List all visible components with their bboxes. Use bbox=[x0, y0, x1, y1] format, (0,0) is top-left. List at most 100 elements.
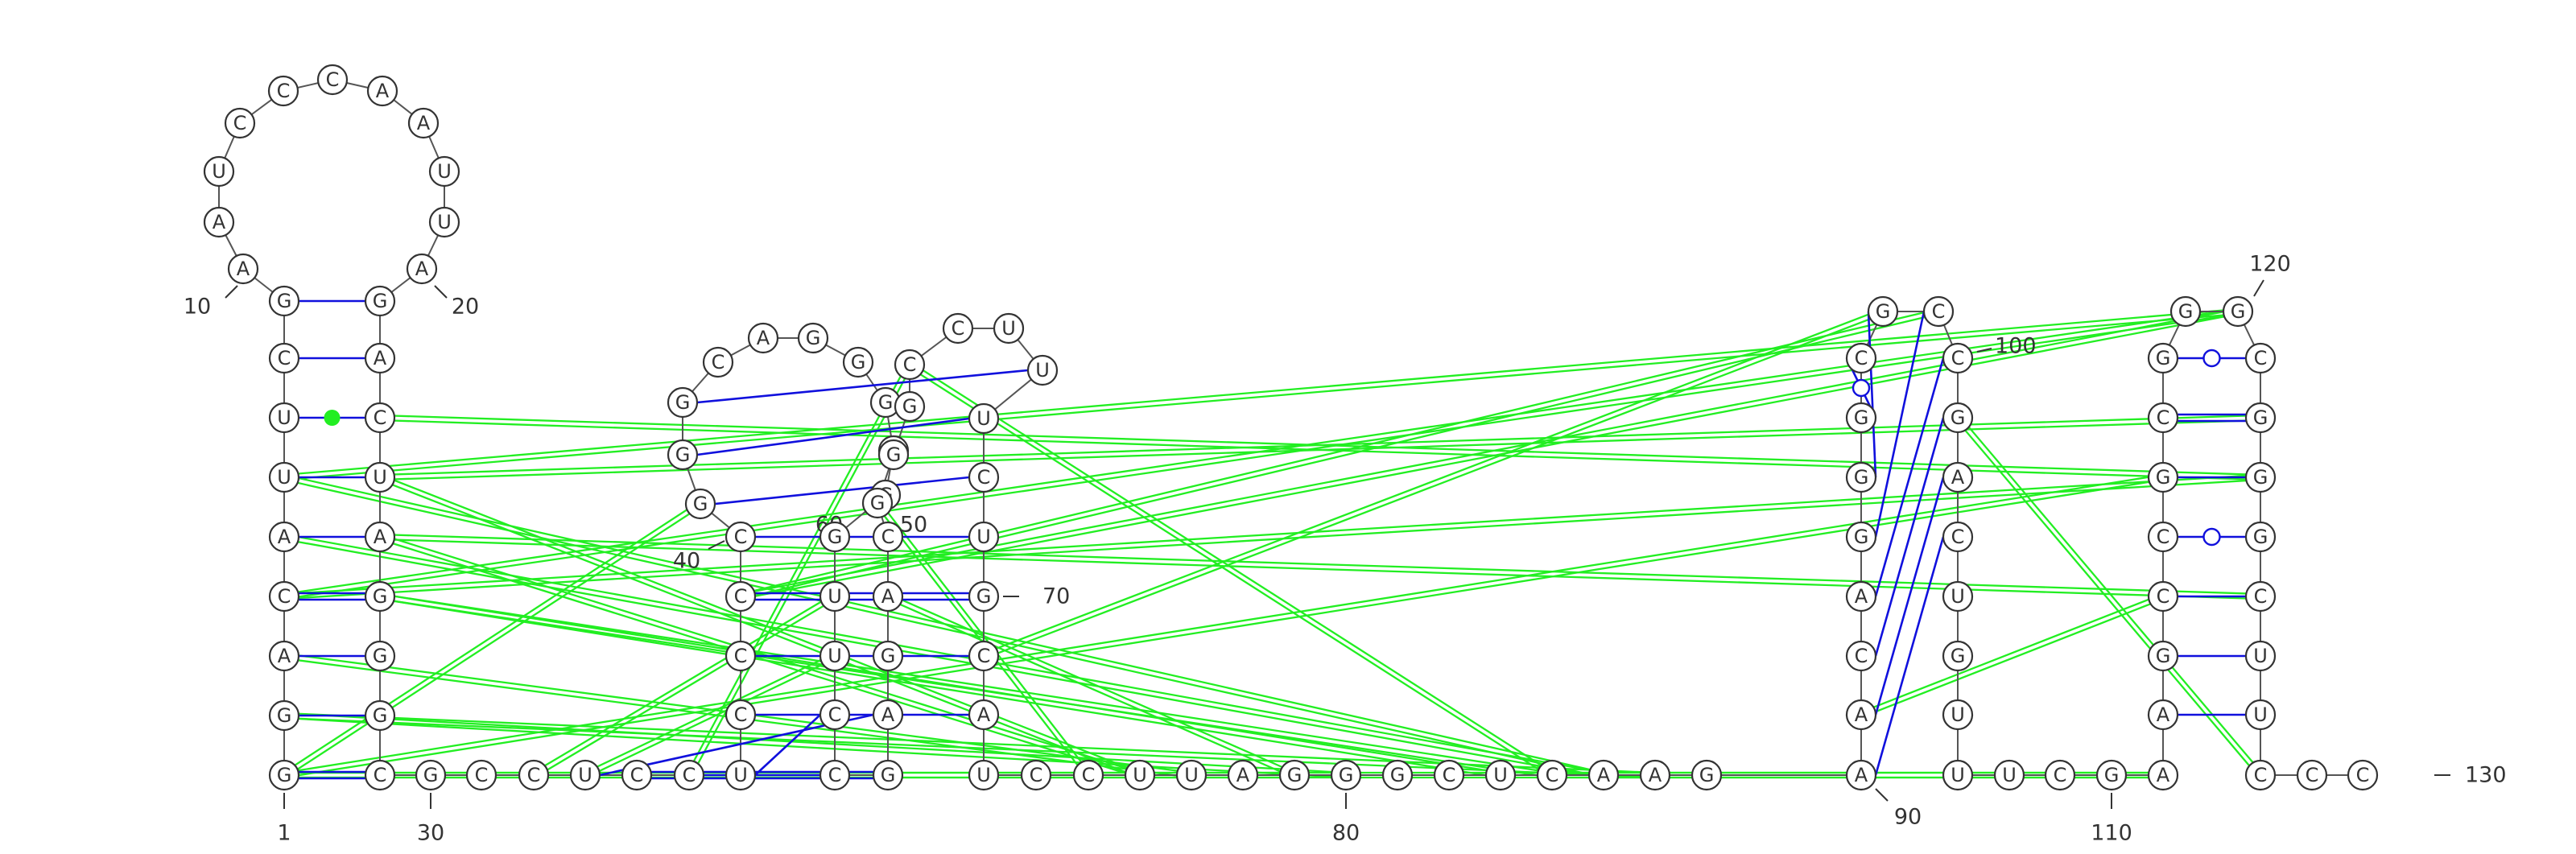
svg-text:U: U bbox=[2253, 703, 2268, 726]
nucleotide: C bbox=[2244, 342, 2277, 374]
position-tick bbox=[708, 540, 725, 550]
nucleotide: U bbox=[1124, 759, 1156, 791]
position-label: 30 bbox=[417, 821, 444, 846]
base-pair bbox=[299, 410, 365, 426]
svg-text:C: C bbox=[233, 112, 247, 134]
svg-text:G: G bbox=[1854, 466, 1869, 489]
svg-text:C: C bbox=[2157, 585, 2170, 608]
nucleotide: C bbox=[267, 75, 299, 107]
nucleotide: G bbox=[2244, 461, 2277, 493]
svg-text:G: G bbox=[675, 391, 691, 414]
svg-text:C: C bbox=[2254, 585, 2268, 608]
position-tick bbox=[2253, 279, 2264, 297]
nucleotide: G bbox=[2147, 461, 2179, 493]
nucleotide: C bbox=[364, 759, 396, 791]
svg-text:G: G bbox=[878, 391, 894, 414]
nucleotide: G bbox=[2095, 759, 2128, 791]
nucleotide: G bbox=[1845, 461, 1877, 493]
svg-text:C: C bbox=[1546, 764, 1559, 786]
nucleotide: A bbox=[968, 699, 1000, 731]
svg-text:U: U bbox=[373, 466, 387, 489]
position-label: 20 bbox=[452, 295, 479, 320]
tertiary-interaction bbox=[283, 473, 2164, 779]
svg-text:U: U bbox=[976, 526, 991, 548]
nucleotide: G bbox=[1690, 759, 1723, 791]
svg-text:G: G bbox=[373, 290, 388, 312]
nucleotide: G bbox=[364, 285, 396, 317]
svg-text:C: C bbox=[1951, 347, 1965, 369]
base-pair bbox=[754, 714, 821, 776]
nucleotide: G bbox=[364, 640, 396, 672]
svg-text:C: C bbox=[326, 68, 340, 91]
svg-text:U: U bbox=[1951, 585, 1965, 608]
nucleotide: U bbox=[428, 206, 460, 238]
svg-text:G: G bbox=[373, 704, 388, 727]
nucleotide: U bbox=[1942, 699, 1974, 731]
svg-text:A: A bbox=[374, 526, 387, 548]
svg-text:G: G bbox=[2178, 300, 2194, 323]
position-tick bbox=[1875, 788, 1889, 802]
base-pair bbox=[299, 592, 365, 601]
nucleotide: A bbox=[203, 206, 235, 238]
nucleotide: C bbox=[872, 521, 904, 553]
nucleotide: G bbox=[1845, 521, 1877, 553]
svg-text:C: C bbox=[712, 351, 725, 373]
svg-text:G: G bbox=[373, 585, 388, 608]
tertiary-interaction bbox=[531, 593, 837, 778]
nucleotide: U bbox=[2244, 699, 2277, 731]
svg-text:G: G bbox=[2156, 466, 2171, 489]
nucleotide: G bbox=[667, 386, 699, 419]
svg-text:U: U bbox=[2002, 764, 2017, 786]
nucleotide: G bbox=[1330, 759, 1362, 791]
nucleotide: C bbox=[518, 759, 550, 791]
svg-text:G: G bbox=[1854, 406, 1869, 429]
svg-text:G: G bbox=[851, 351, 866, 373]
svg-text:U: U bbox=[733, 764, 748, 786]
nucleotide: A bbox=[1587, 759, 1620, 791]
svg-text:C: C bbox=[1855, 347, 1868, 369]
svg-text:A: A bbox=[1951, 466, 1965, 489]
svg-text:C: C bbox=[278, 347, 291, 369]
nucleotide: G bbox=[861, 487, 894, 519]
position-label: 80 bbox=[1332, 821, 1360, 846]
svg-text:G: G bbox=[277, 764, 292, 786]
nucleotide: C bbox=[968, 461, 1000, 493]
svg-text:U: U bbox=[1951, 764, 1965, 786]
svg-text:A: A bbox=[881, 703, 895, 726]
nucleotide: C bbox=[1845, 342, 1877, 374]
position-label: 40 bbox=[673, 549, 700, 574]
tertiary-interaction bbox=[283, 712, 1347, 779]
svg-text:C: C bbox=[734, 703, 748, 726]
nucleotide: A bbox=[1845, 759, 1877, 791]
nucleotide: C bbox=[819, 759, 851, 791]
position-tick bbox=[225, 285, 238, 299]
nucleotide: G bbox=[2244, 521, 2277, 553]
svg-text:G: G bbox=[1699, 764, 1715, 786]
svg-text:A: A bbox=[977, 703, 991, 726]
svg-text:G: G bbox=[423, 764, 439, 786]
svg-text:G: G bbox=[277, 704, 292, 727]
svg-text:U: U bbox=[1493, 764, 1508, 786]
position-label: 90 bbox=[1894, 805, 1922, 830]
nucleotide: G bbox=[667, 439, 699, 471]
nucleotide: A bbox=[2147, 699, 2179, 731]
svg-text:C: C bbox=[734, 526, 748, 548]
svg-text:A: A bbox=[757, 327, 770, 349]
nucleotide: C bbox=[364, 402, 396, 434]
tertiary-interaction bbox=[283, 712, 1656, 779]
tertiary-interaction bbox=[584, 653, 836, 778]
position-label: 120 bbox=[2249, 252, 2291, 277]
base-pair bbox=[696, 369, 1029, 404]
base-pair bbox=[696, 417, 970, 456]
position-label: 100 bbox=[1995, 334, 2037, 359]
nucleotide: C bbox=[2044, 759, 2076, 791]
svg-text:C: C bbox=[527, 764, 541, 786]
svg-text:G: G bbox=[1339, 764, 1354, 786]
nucleotide: U bbox=[724, 759, 757, 791]
svg-text:G: G bbox=[2253, 466, 2268, 489]
svg-text:G: G bbox=[2156, 347, 2171, 369]
tertiary-interaction bbox=[740, 307, 1939, 600]
svg-text:C: C bbox=[952, 317, 965, 340]
nucleotide: U bbox=[1942, 580, 1974, 613]
